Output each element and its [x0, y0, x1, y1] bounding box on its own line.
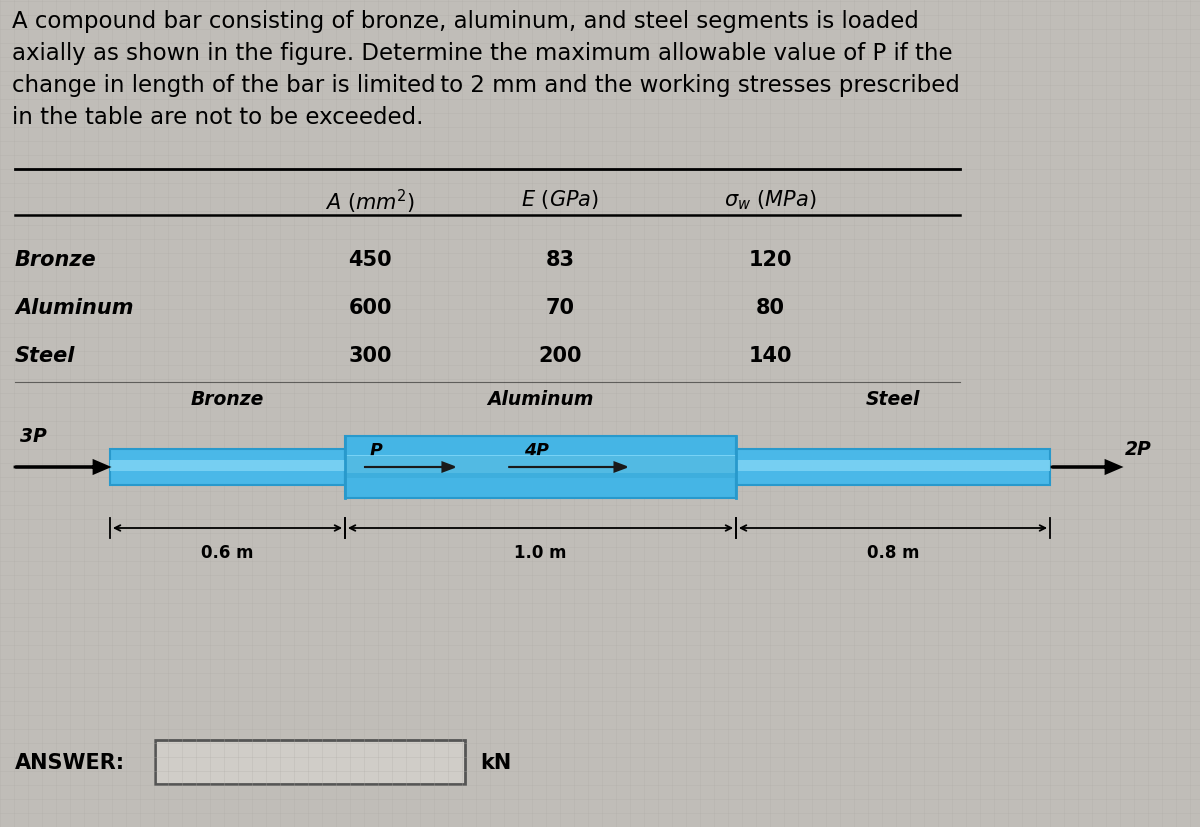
Text: 120: 120: [749, 250, 792, 270]
Text: 80: 80: [756, 298, 785, 318]
Bar: [110, 461, 346, 471]
Text: 0.8 m: 0.8 m: [866, 543, 919, 562]
Text: 83: 83: [546, 250, 575, 270]
Text: $\sigma_w\ (MPa)$: $\sigma_w\ (MPa)$: [724, 188, 816, 212]
Text: 600: 600: [348, 298, 391, 318]
Text: $A\ (mm^2)$: $A\ (mm^2)$: [325, 188, 415, 216]
Bar: [346, 437, 736, 499]
Text: Aluminum: Aluminum: [487, 390, 594, 409]
Text: Steel: Steel: [866, 390, 920, 409]
Text: Aluminum: Aluminum: [14, 298, 133, 318]
Bar: [346, 457, 736, 479]
Text: 200: 200: [539, 346, 582, 366]
Text: 140: 140: [749, 346, 792, 366]
Text: Bronze: Bronze: [14, 250, 97, 270]
Text: Bronze: Bronze: [191, 390, 264, 409]
Text: Steel: Steel: [14, 346, 76, 366]
Text: A compound bar consisting of bronze, aluminum, and steel segments is loaded
axia: A compound bar consisting of bronze, alu…: [12, 10, 960, 129]
Bar: [346, 455, 736, 474]
Text: 2P: 2P: [1126, 440, 1152, 459]
Bar: [110, 449, 346, 485]
Text: 300: 300: [348, 346, 391, 366]
FancyArrow shape: [365, 463, 455, 472]
FancyArrow shape: [1052, 461, 1120, 473]
Text: 3P: 3P: [20, 427, 47, 446]
Text: kN: kN: [480, 752, 511, 772]
Text: $E\ (GPa)$: $E\ (GPa)$: [521, 188, 599, 211]
Text: 0.6 m: 0.6 m: [202, 543, 253, 562]
Bar: [736, 461, 1050, 471]
Text: ANSWER:: ANSWER:: [14, 752, 125, 772]
Text: 450: 450: [348, 250, 392, 270]
FancyArrow shape: [509, 463, 626, 472]
Bar: [155, 740, 466, 784]
Text: P: P: [370, 442, 383, 460]
Text: 4P: 4P: [524, 442, 550, 460]
Text: 1.0 m: 1.0 m: [515, 543, 566, 562]
Bar: [736, 449, 1050, 485]
Text: 70: 70: [546, 298, 575, 318]
FancyArrow shape: [14, 461, 108, 473]
